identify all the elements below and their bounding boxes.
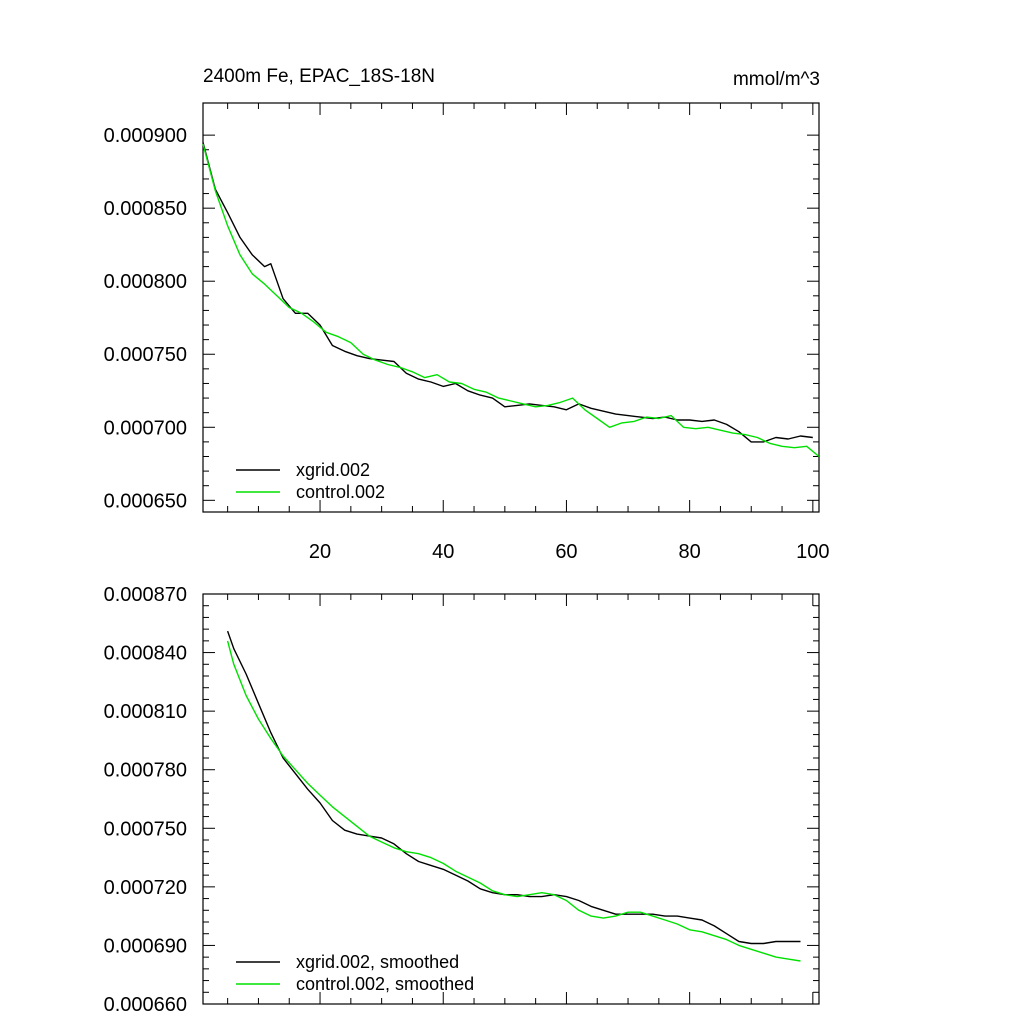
top-ytick-label: 0.000900: [104, 125, 187, 147]
top-ytick-label: 0.000750: [104, 344, 187, 366]
bottom-series-xgrid: [226, 630, 801, 945]
bottom-ytick-label: 0.000660: [104, 994, 187, 1016]
top-xtick-label: 100: [796, 541, 829, 563]
legend-label-xgrid-smoothed: xgrid.002, smoothed: [296, 952, 459, 972]
top-xtick-label: 60: [555, 541, 577, 563]
legend-label-control-smoothed: control.002, smoothed: [296, 974, 474, 994]
bottom-ytick-label: 0.000750: [104, 818, 187, 840]
bottom-series-control: [226, 640, 801, 962]
bottom-ytick-label: 0.000810: [104, 701, 187, 723]
legend-label-control: control.002: [296, 482, 385, 502]
top-ytick-label: 0.000850: [104, 198, 187, 220]
top-xtick-label: 20: [309, 541, 331, 563]
units-label: mmol/m^3: [733, 69, 820, 90]
bottom-plot-frame: [202, 593, 820, 1005]
top-xtick-label: 80: [679, 541, 701, 563]
top-ytick-label: 0.000650: [104, 490, 187, 512]
bottom-ytick-label: 0.000690: [104, 935, 187, 957]
bottom-ytick-label: 0.000780: [104, 760, 187, 782]
bottom-ytick-label: 0.000720: [104, 877, 187, 899]
top-series-control: [202, 143, 820, 458]
bottom-ytick-label: 0.000840: [104, 643, 187, 665]
chart-title: 2400m Fe, EPAC_18S-18N: [203, 66, 435, 87]
top-xtick-label: 40: [432, 541, 454, 563]
top-ytick-label: 0.000800: [104, 271, 187, 293]
top-ytick-label: 0.000700: [104, 417, 187, 439]
top-series-xgrid: [202, 142, 813, 443]
bottom-ytick-label: 0.000870: [104, 584, 187, 606]
top-plot-frame: [202, 102, 820, 513]
legend-label-xgrid: xgrid.002: [296, 460, 370, 480]
